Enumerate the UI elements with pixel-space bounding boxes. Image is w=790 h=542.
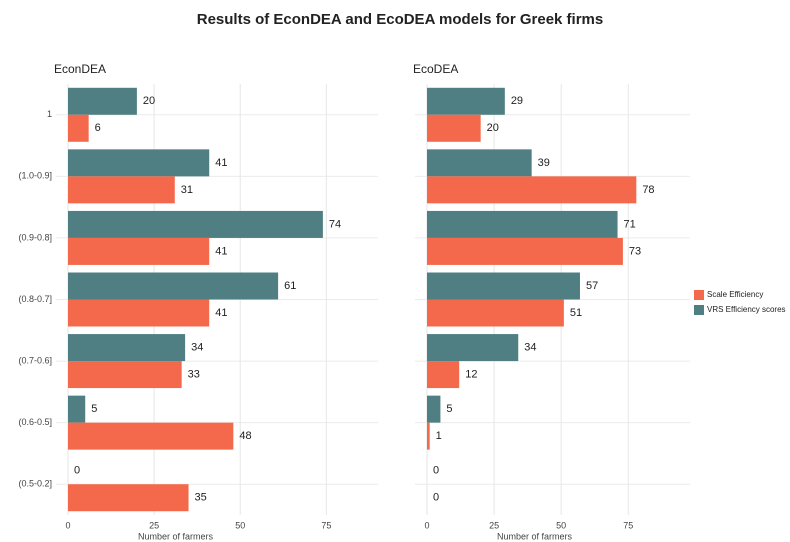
y-tick-label: (0.9-0.8] <box>18 232 52 242</box>
legend-label: VRS Efficiency scores <box>707 305 786 314</box>
y-tick-label: (0.7-0.6] <box>18 355 52 365</box>
data-label: 0 <box>433 465 439 477</box>
bar <box>427 114 481 142</box>
x-tick-label: 25 <box>149 520 159 530</box>
panel-title: EconDEA <box>54 62 106 76</box>
data-label: 5 <box>91 403 97 415</box>
data-label: 34 <box>191 341 203 353</box>
legend-label: Scale Efficiency <box>707 290 763 299</box>
data-label: 5 <box>446 403 452 415</box>
legend-key <box>694 305 704 315</box>
data-label: 57 <box>586 280 598 292</box>
bar <box>68 484 189 512</box>
bar <box>68 299 210 327</box>
x-axis-label: Number of farmers <box>138 531 214 541</box>
data-label: 33 <box>188 368 200 380</box>
data-label: 1 <box>436 430 442 442</box>
data-label: 0 <box>433 492 439 504</box>
y-tick-label: (0.8-0.7] <box>18 294 52 304</box>
bar <box>68 422 234 450</box>
data-label: 39 <box>538 157 550 169</box>
data-label: 41 <box>215 307 227 319</box>
bar <box>68 237 210 265</box>
data-label: 12 <box>465 368 477 380</box>
y-tick-label: (0.5-0.2] <box>18 479 52 489</box>
data-label: 71 <box>624 218 636 230</box>
x-tick-label: 50 <box>235 520 245 530</box>
x-tick-label: 75 <box>623 520 633 530</box>
bar <box>427 272 580 300</box>
bar <box>427 237 623 265</box>
data-label: 73 <box>629 245 641 257</box>
data-label: 29 <box>511 95 523 107</box>
data-label: 61 <box>284 280 296 292</box>
data-label: 35 <box>195 492 207 504</box>
panel-title: EcoDEA <box>413 62 458 76</box>
bar <box>68 149 210 177</box>
data-label: 6 <box>95 122 101 134</box>
y-tick-label: 1 <box>47 109 52 119</box>
x-tick-label: 50 <box>556 520 566 530</box>
bar <box>68 176 175 204</box>
data-label: 48 <box>239 430 251 442</box>
x-tick-label: 25 <box>489 520 499 530</box>
data-label: 41 <box>215 245 227 257</box>
bar <box>427 176 637 204</box>
data-label: 34 <box>524 341 536 353</box>
bar <box>427 210 618 238</box>
bar <box>427 149 532 177</box>
y-tick-label: (0.6-0.5] <box>18 417 52 427</box>
bar <box>68 210 323 238</box>
bar <box>68 114 89 142</box>
x-tick-label: 0 <box>424 520 429 530</box>
data-label: 41 <box>215 157 227 169</box>
bar <box>427 299 564 327</box>
bar <box>68 334 186 362</box>
data-label: 20 <box>143 95 155 107</box>
bar <box>68 87 137 115</box>
data-label: 0 <box>74 465 80 477</box>
x-tick-label: 0 <box>65 520 70 530</box>
x-axis-label: Number of farmers <box>497 531 573 541</box>
data-label: 74 <box>329 218 341 230</box>
legend-key <box>694 290 704 300</box>
data-label: 31 <box>181 184 193 196</box>
bar <box>68 272 279 300</box>
bar <box>427 87 505 115</box>
bar <box>68 395 86 423</box>
x-tick-label: 75 <box>321 520 331 530</box>
bar <box>427 395 441 423</box>
chart-title: Results of EconDEA and EcoDEA models for… <box>197 11 603 28</box>
data-label: 51 <box>570 307 582 319</box>
data-label: 20 <box>487 122 499 134</box>
data-label: 78 <box>642 184 654 196</box>
bar <box>427 334 519 362</box>
y-tick-label: (1.0-0.9] <box>18 171 52 181</box>
bar <box>427 361 460 389</box>
bar <box>68 361 182 389</box>
bar <box>427 422 430 450</box>
